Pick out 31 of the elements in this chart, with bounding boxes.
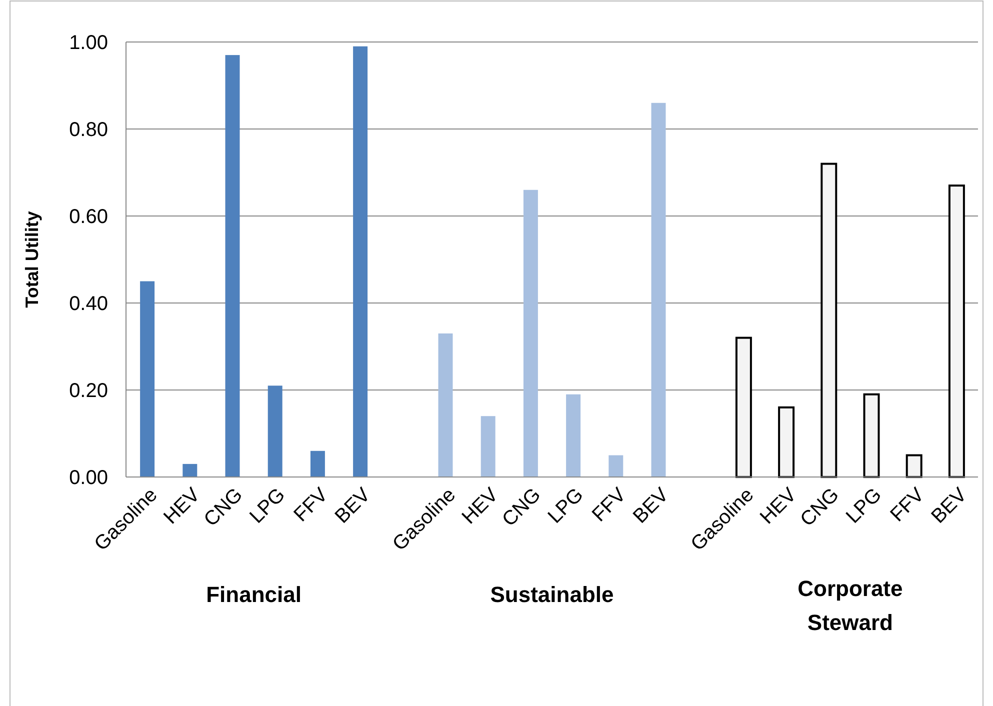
y-tick-label: 0.40	[69, 293, 108, 315]
bar	[948, 184, 965, 478]
bar	[353, 46, 368, 477]
bar	[608, 455, 624, 477]
x-tick-label: LPG	[544, 484, 588, 528]
text: Financial	[206, 582, 302, 607]
bar	[225, 55, 240, 477]
bar	[863, 393, 880, 478]
bar	[310, 450, 325, 477]
bar	[820, 162, 838, 478]
y-axis-title: Total Utility	[22, 211, 42, 308]
text: Sustainable	[490, 582, 614, 607]
y-tick-label: 0.00	[69, 467, 108, 489]
bar	[735, 336, 752, 478]
bar	[268, 386, 282, 477]
bar	[651, 102, 666, 477]
bar	[140, 281, 155, 477]
y-tick-label: 0.60	[69, 206, 108, 228]
bar	[778, 406, 795, 478]
bar	[182, 464, 198, 477]
y-tick-label: 0.80	[69, 119, 108, 141]
text: Corporate Steward	[798, 576, 903, 635]
y-tick-label: 0.20	[69, 380, 108, 402]
x-tick-label: LPG	[842, 484, 886, 528]
bar	[480, 416, 496, 477]
bar	[566, 394, 581, 477]
bar	[906, 454, 922, 478]
y-tick-label: 1.00	[69, 32, 108, 54]
x-tick-label: LPG	[246, 484, 290, 528]
bar	[438, 333, 453, 477]
bar	[523, 190, 538, 477]
